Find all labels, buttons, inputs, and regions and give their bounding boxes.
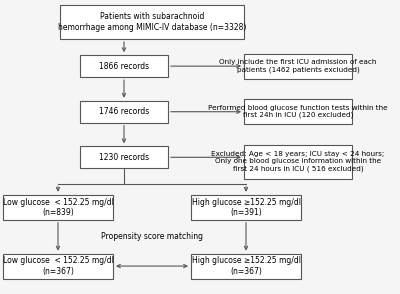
Text: Excluded: Age < 18 years; ICU stay < 24 hours;
Only one blood glucose informatio: Excluded: Age < 18 years; ICU stay < 24 …: [211, 151, 385, 172]
Text: 1746 records: 1746 records: [99, 107, 149, 116]
Text: Low glucose  < 152.25 mg/dl
(n=367): Low glucose < 152.25 mg/dl (n=367): [2, 256, 114, 276]
FancyBboxPatch shape: [80, 55, 168, 77]
FancyBboxPatch shape: [3, 195, 113, 220]
FancyBboxPatch shape: [244, 145, 352, 178]
Text: High glucose ≥152.25 mg/dl
(n=367): High glucose ≥152.25 mg/dl (n=367): [192, 256, 300, 276]
Text: Propensity score matching: Propensity score matching: [101, 232, 203, 241]
FancyBboxPatch shape: [80, 101, 168, 123]
FancyBboxPatch shape: [191, 195, 301, 220]
Text: Patients with subarachnoid
hemorrhage among MIMIC-IV database (n=3328): Patients with subarachnoid hemorrhage am…: [58, 12, 246, 32]
Text: High glucose ≥152.25 mg/dl
(n=391): High glucose ≥152.25 mg/dl (n=391): [192, 198, 300, 217]
Text: Only include the first ICU admission of each
patients (1462 patients excluded): Only include the first ICU admission of …: [219, 59, 377, 73]
FancyBboxPatch shape: [244, 99, 352, 124]
Text: 1230 records: 1230 records: [99, 153, 149, 162]
Text: Low glucose  < 152.25 mg/dl
(n=839): Low glucose < 152.25 mg/dl (n=839): [2, 198, 114, 217]
FancyBboxPatch shape: [80, 146, 168, 168]
FancyBboxPatch shape: [191, 253, 301, 279]
FancyBboxPatch shape: [60, 5, 244, 39]
FancyBboxPatch shape: [244, 54, 352, 78]
Text: Performed blood glucose function tests within the
first 24h in ICU (120 excluded: Performed blood glucose function tests w…: [208, 105, 388, 118]
FancyBboxPatch shape: [3, 253, 113, 279]
Text: 1866 records: 1866 records: [99, 62, 149, 71]
